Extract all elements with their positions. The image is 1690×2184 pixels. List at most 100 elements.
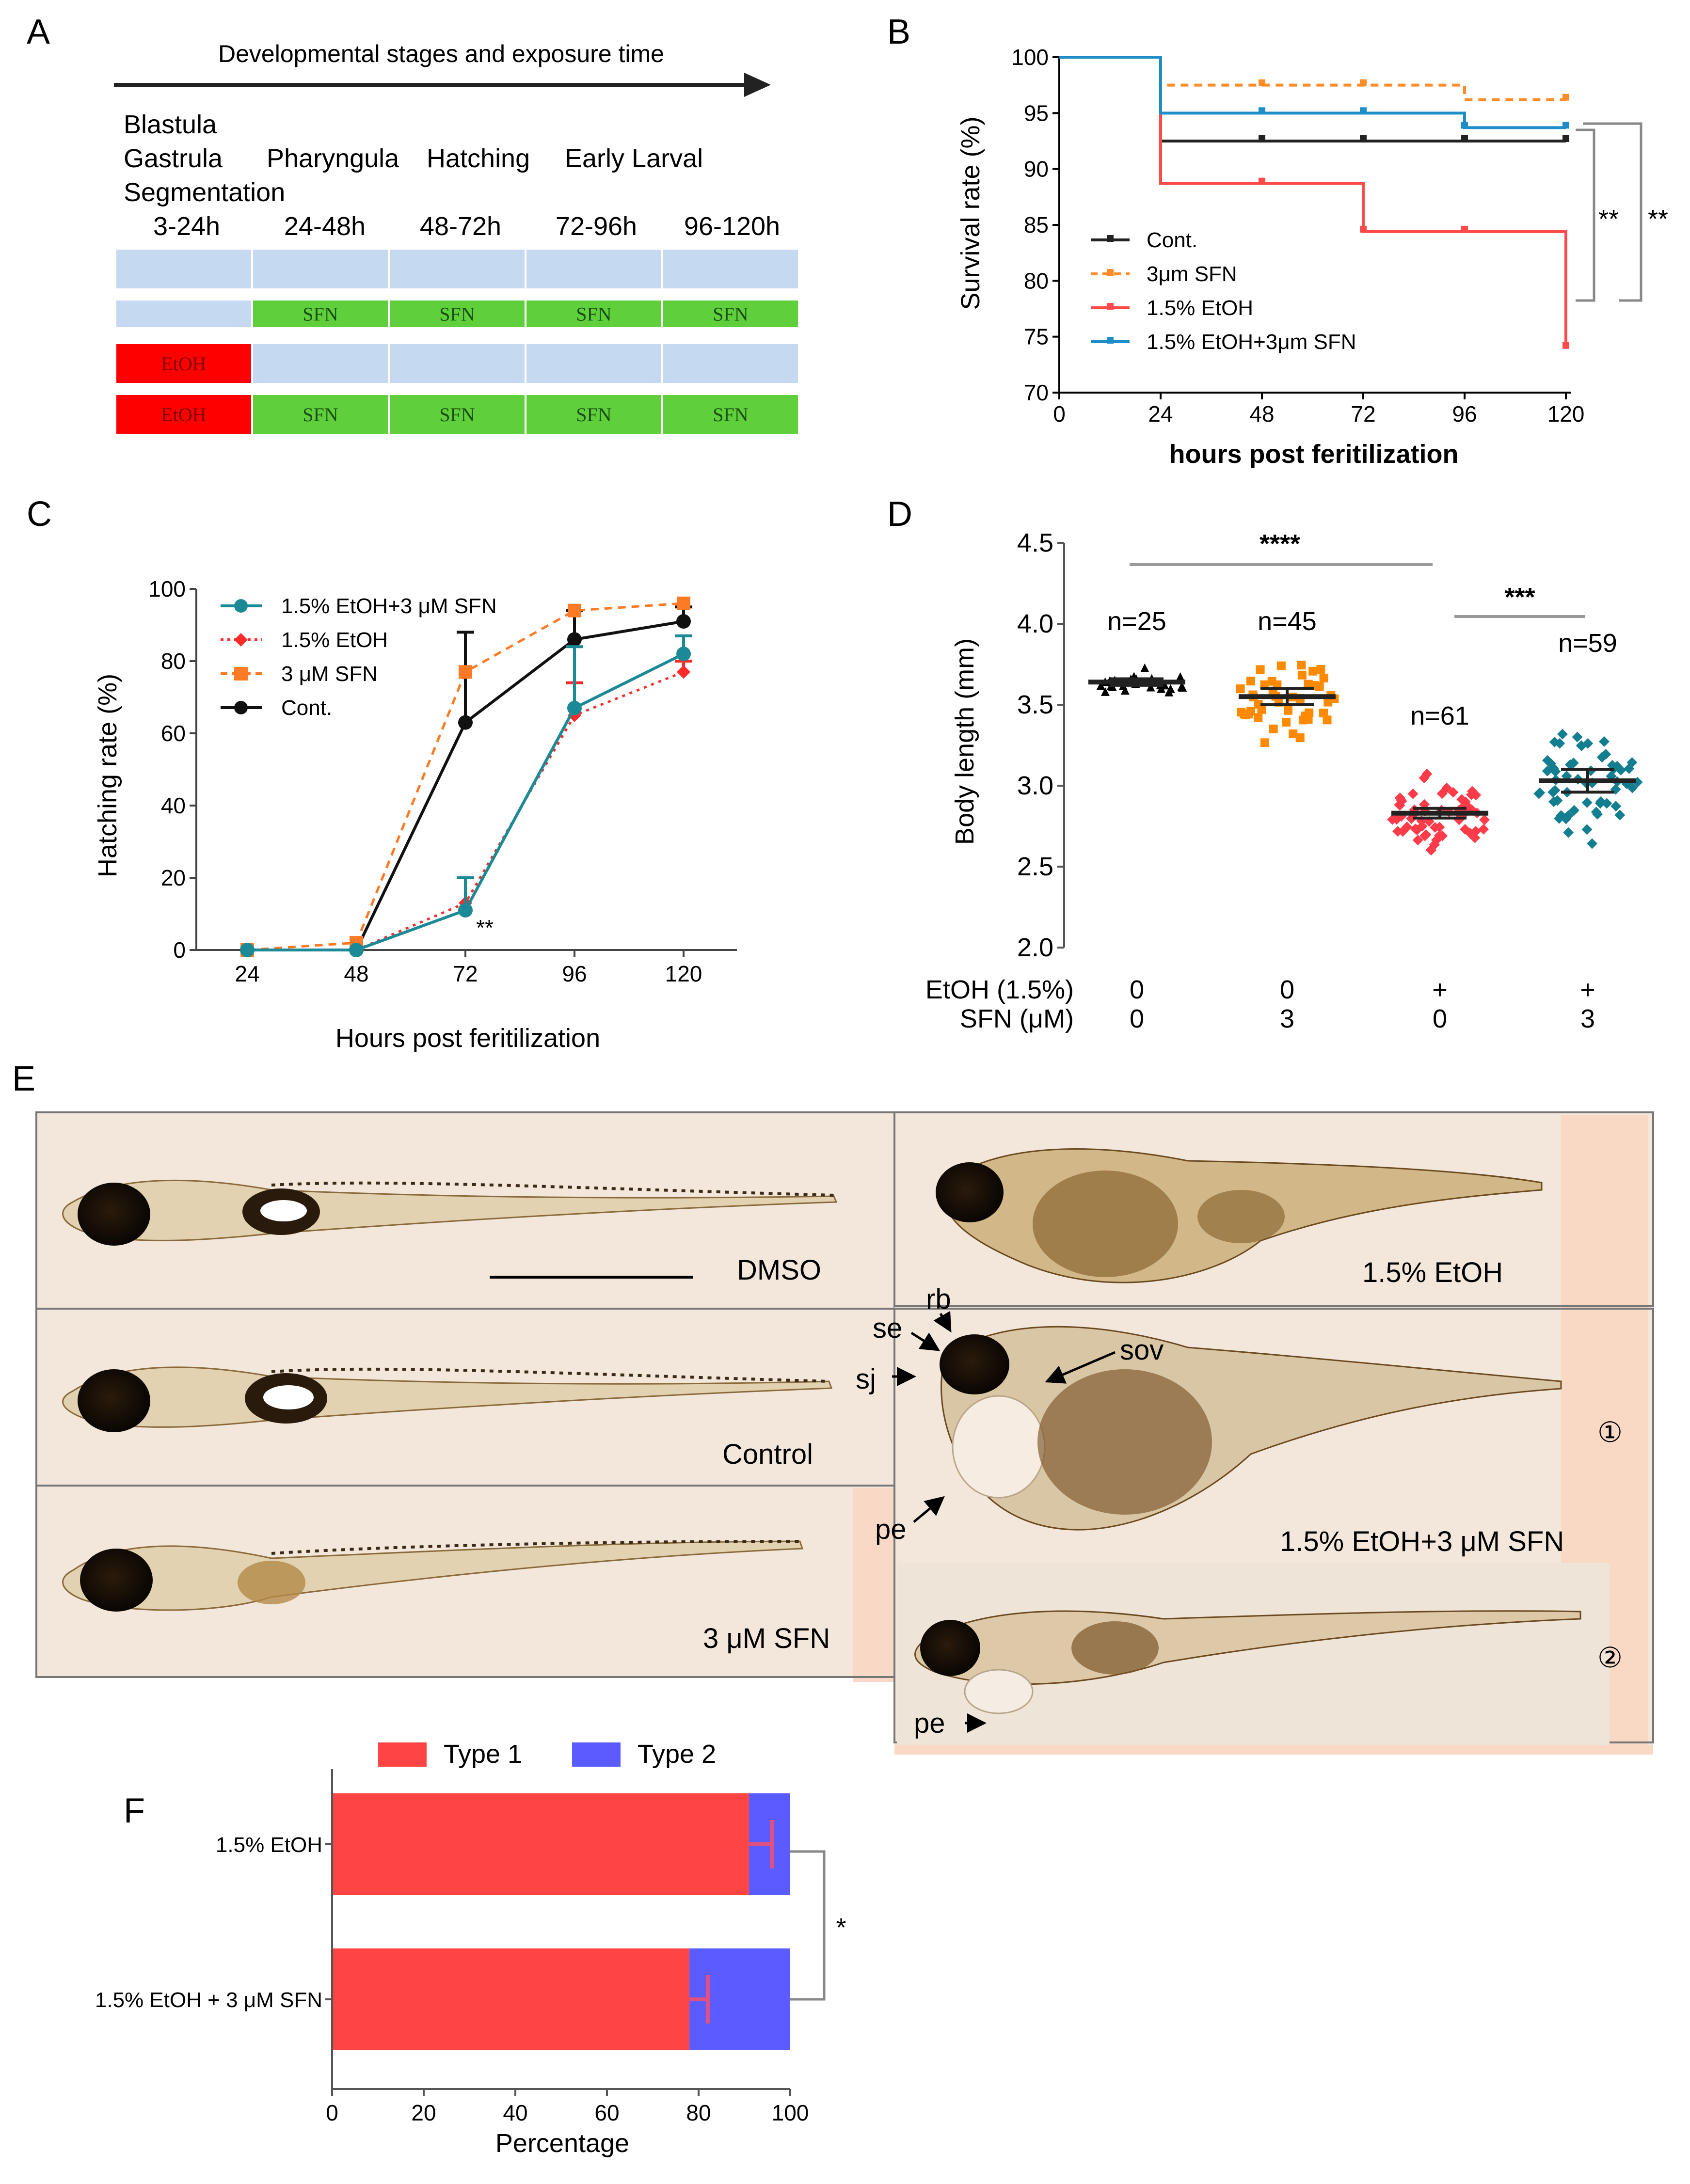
- data-point: [1430, 822, 1441, 833]
- survival-line: [1059, 56, 1566, 101]
- y-tick-label: 80: [1024, 268, 1049, 293]
- data-point: [1592, 808, 1603, 820]
- legend-label: Cont.: [281, 696, 332, 720]
- larva-etoh-sfn-type1: [940, 1326, 1562, 1531]
- etoh-value: 0: [1130, 975, 1144, 1004]
- data-point: [676, 647, 691, 662]
- exposure-cell: [253, 344, 388, 383]
- data-point: [1254, 713, 1263, 722]
- survival-axes: 70 75 80 85 90 95 100 0 24 48 72 96 120: [1011, 45, 1584, 427]
- significance-mark: **: [476, 915, 494, 940]
- data-point: [1176, 672, 1185, 681]
- panel-c: C Hatching rate (%) Hours post feritiliz…: [27, 495, 737, 1053]
- eye: [78, 1369, 150, 1432]
- data-point: [1448, 787, 1459, 798]
- data-point: [1626, 757, 1638, 768]
- time-window: 24-48h: [284, 212, 366, 241]
- exposure-cell: [526, 344, 661, 383]
- data-point: [677, 596, 690, 610]
- legend-label: 3μm SFN: [1147, 262, 1237, 286]
- data-point: [1260, 680, 1269, 689]
- censor-mark: [1360, 225, 1367, 233]
- panel-label-f: F: [124, 1791, 145, 1830]
- sfn-value: 0: [1130, 1004, 1144, 1033]
- exposure-cell: [526, 301, 661, 327]
- legend-marker: [1107, 235, 1114, 242]
- timeline-arrowhead: [744, 73, 771, 97]
- y-tick-label: 60: [161, 721, 186, 746]
- data-point: [1282, 718, 1291, 727]
- data-point: [1601, 798, 1612, 809]
- y-tick-label: 75: [1024, 324, 1049, 349]
- panel-label-a: A: [27, 13, 50, 51]
- panel-label-c: C: [27, 495, 52, 534]
- panel-e: E: [12, 1060, 1654, 1755]
- stage-blastula: Blastula: [124, 110, 217, 139]
- label-etoh: 1.5% EtOH: [1362, 1257, 1503, 1288]
- y-tick-label: 2.5: [1017, 852, 1053, 881]
- data-point: [676, 614, 691, 629]
- eye: [936, 1162, 1004, 1222]
- data-point: [1120, 686, 1130, 695]
- legend-swatch: [572, 1742, 621, 1767]
- exposure-cell: [663, 344, 798, 383]
- yolk: [238, 1561, 305, 1604]
- data-point: [1178, 683, 1187, 692]
- image-edge: [894, 1745, 1653, 1755]
- row-label-sfn: SFN (μM): [960, 1004, 1074, 1033]
- data-point: [1478, 823, 1489, 835]
- eye: [920, 1620, 980, 1676]
- edema: [1033, 1171, 1178, 1277]
- data-point: [1598, 736, 1610, 747]
- y-axis-label: Survival rate (%): [956, 116, 985, 310]
- stage-hatching: Hatching: [427, 144, 530, 173]
- exposure-cell-label: SFN: [713, 404, 748, 426]
- data-point: [1276, 661, 1286, 670]
- censor-mark: [1360, 135, 1367, 142]
- exposure-cell: [526, 250, 661, 288]
- image-frame: [893, 1111, 1654, 1307]
- data-point: [1564, 759, 1576, 770]
- data-point: [1297, 661, 1306, 670]
- legend-label: 1.5% EtOH: [1147, 296, 1253, 320]
- y-tick-label: 3.5: [1017, 690, 1053, 719]
- y-tick-label: 0: [173, 937, 186, 963]
- stage-gastrula: Gastrula: [124, 144, 223, 173]
- x-tick-label: 20: [411, 2100, 436, 2125]
- time-window: 72-96h: [556, 212, 637, 241]
- exposure-cell: [390, 395, 525, 434]
- data-point: [1387, 814, 1398, 825]
- legend-marker: [1107, 337, 1114, 344]
- etoh-value: 0: [1280, 975, 1294, 1004]
- panel-label-e: E: [12, 1060, 35, 1098]
- data-point: [1411, 824, 1422, 836]
- n-label: n=45: [1258, 607, 1317, 636]
- data-point: [234, 701, 248, 714]
- data-point: [1586, 838, 1597, 849]
- hatching-series: [240, 596, 692, 957]
- censor-mark: [1562, 342, 1569, 349]
- y-tick-label: 85: [1024, 212, 1049, 237]
- label-control: Control: [722, 1439, 813, 1470]
- x-axis-label: Hours post feritilization: [335, 1024, 600, 1053]
- y-tick-label: 3.0: [1017, 771, 1053, 800]
- data-point: [1610, 801, 1622, 812]
- data-point: [458, 715, 473, 730]
- category-label: 1.5% EtOH: [216, 1833, 322, 1857]
- x-axis-label: Percentage: [495, 2129, 629, 2158]
- timeline-title: Developmental stages and exposure time: [218, 40, 664, 67]
- annotation-pe: pe: [914, 1708, 945, 1739]
- data-point: [1534, 787, 1546, 798]
- x-tick-label: 120: [1547, 401, 1585, 427]
- data-point: [1256, 665, 1265, 674]
- y-tick-label: 20: [161, 865, 186, 890]
- x-tick-label: 40: [503, 2100, 527, 2125]
- x-tick-label: 72: [1351, 401, 1375, 427]
- data-point: [1554, 738, 1565, 749]
- significance-bracket: [1576, 128, 1595, 302]
- stage-early-larval: Early Larval: [565, 144, 703, 173]
- exposure-cell: [663, 301, 798, 327]
- time-window: 96-120h: [684, 212, 780, 241]
- exposure-cell: [663, 250, 798, 288]
- x-axis-label: hours post feritilization: [1169, 440, 1458, 469]
